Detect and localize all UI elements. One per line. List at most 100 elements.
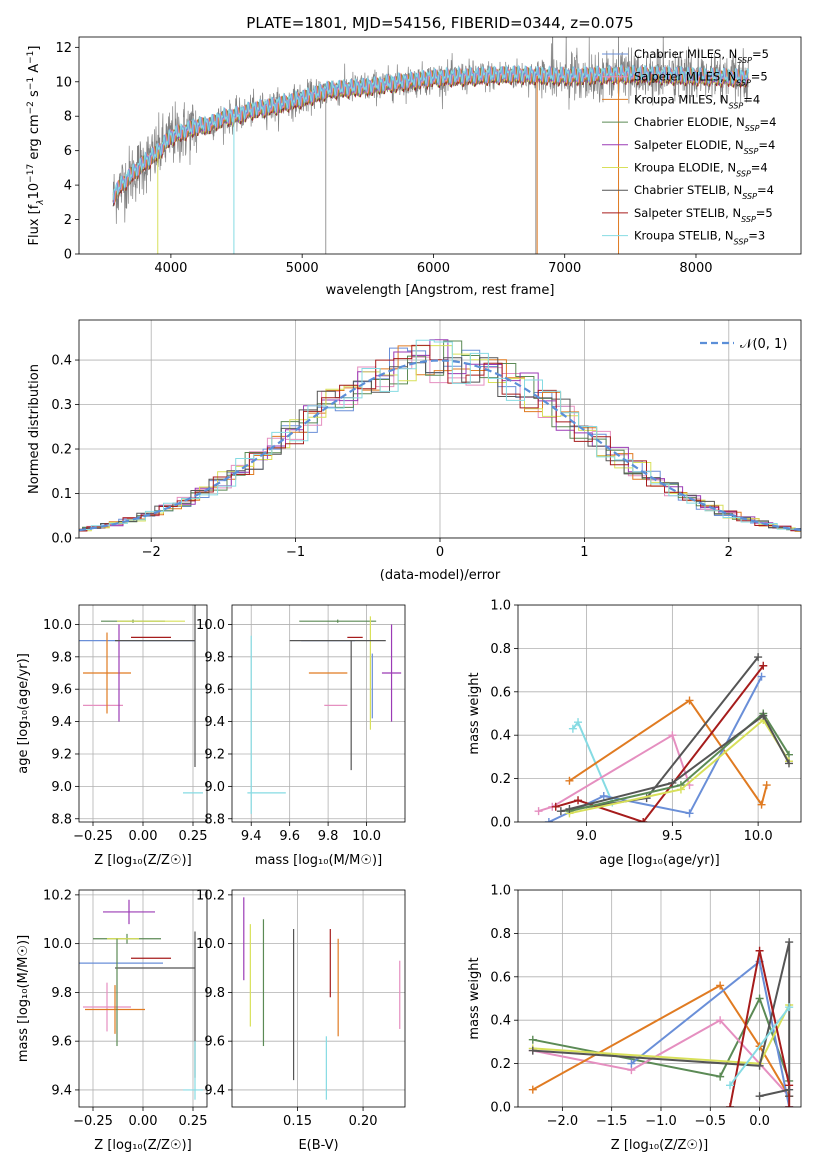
legend-label-suffix: =4 — [758, 138, 775, 152]
weight-marker — [676, 785, 685, 794]
y-axis-label-part: −2 — [26, 101, 36, 114]
y-tick-label: 9.6 — [51, 1035, 72, 1050]
y-axis-label-part: λ — [36, 199, 46, 205]
weight-marker — [528, 1046, 537, 1055]
weight-line — [759, 1088, 790, 1098]
y-tick-label: 0.1 — [51, 487, 72, 502]
legend-label-suffix: =4 — [751, 161, 768, 175]
y-tick-label: 9.8 — [204, 986, 225, 1001]
weight-marker — [556, 807, 565, 816]
legend-label: Salpeter ELODIE, NSSP=4 — [634, 138, 775, 156]
weight-marker — [755, 994, 764, 1003]
x-axis-label: Z [log₁₀(Z/Z☉)] — [611, 1138, 708, 1153]
y-tick-label: 0.2 — [490, 772, 511, 787]
y-tick-label: 0.8 — [490, 642, 511, 657]
weight-marker — [716, 1072, 725, 1081]
x-tick-label: 0.25 — [179, 829, 208, 844]
weight-marker — [755, 1061, 764, 1070]
y-axis-label-part: 10 — [27, 183, 42, 200]
legend-label: Chabrier ELODIE, NSSP=4 — [634, 115, 776, 133]
weight-marker — [668, 778, 677, 787]
y-tick-label: 9.8 — [204, 650, 225, 665]
weight-line — [729, 950, 791, 1107]
histogram-salpeter_stelib — [79, 344, 801, 532]
model-spectrum-kroupa_stelib — [112, 63, 749, 200]
weight-marker — [551, 802, 560, 811]
y-tick-label: 9.8 — [51, 650, 72, 665]
x-tick-label: −0.25 — [73, 1114, 113, 1129]
x-tick-label: −2 — [142, 545, 161, 560]
axes-frame — [78, 36, 802, 255]
normal-curve — [79, 359, 801, 532]
x-tick-label: −0.25 — [73, 829, 113, 844]
legend-label-suffix: =5 — [756, 206, 773, 220]
weight-marker — [785, 938, 794, 947]
x-tick-label: 9.4 — [241, 829, 262, 844]
plot-area — [79, 890, 207, 1107]
legend-label: Kroupa ELODIE, NSSP=4 — [634, 161, 768, 179]
weight-marker — [716, 981, 725, 990]
y-tick-label: 2 — [64, 213, 72, 228]
x-tick-label: −2.0 — [547, 1114, 579, 1129]
x-tick-label: 0.25 — [179, 1114, 208, 1129]
weight-marker — [759, 711, 768, 720]
x-tick-label: 9.5 — [662, 829, 683, 844]
plot-area — [518, 890, 801, 1107]
legend-label-text: Salpeter ELODIE, N — [634, 138, 744, 152]
axes-mass-vs-metallicity: −0.25 0.00 0.25 9.4 9.6 9.8 10.0 10.2 — [43, 888, 207, 1129]
legend-label-text: Kroupa ELODIE, N — [634, 161, 736, 175]
y-tick-label: 1.0 — [490, 884, 511, 899]
legend-label: Chabrier MILES, NSSP=5 — [634, 47, 769, 65]
weight-marker — [685, 696, 694, 705]
weight-line — [560, 656, 759, 813]
weight-marker — [755, 946, 764, 955]
legend-label-text: Salpeter MILES, N — [634, 70, 736, 84]
weight-line — [569, 714, 790, 810]
x-tick-label: 0.15 — [283, 1114, 312, 1129]
y-tick-label: 0.0 — [51, 532, 72, 547]
y-axis-label: mass weight — [467, 957, 482, 1039]
axes-frame — [78, 604, 208, 823]
legend-label-sub: SSP — [734, 237, 749, 246]
y-tick-label: 0.6 — [490, 970, 511, 985]
legend-label-sub: SSP — [737, 56, 752, 65]
histogram-chabrier_stelib — [79, 357, 801, 531]
x-tick-label: 9.8 — [318, 829, 339, 844]
plot-area — [232, 605, 405, 822]
legend-label-sub: SSP — [736, 169, 751, 178]
weight-marker — [534, 807, 543, 816]
figure-title: PLATE=1801, MJD=54156, FIBERID=0344, z=0… — [246, 14, 633, 32]
weight-marker — [528, 1035, 537, 1044]
x-tick-label: 1 — [580, 545, 588, 560]
y-axis-label-part: A — [27, 64, 42, 77]
x-axis-label: age [log₁₀(age/yr)] — [599, 853, 720, 868]
y-tick-label: 0.4 — [490, 1014, 511, 1029]
weight-line — [555, 665, 765, 822]
weight-marker — [639, 818, 648, 822]
legend-label-suffix: =5 — [752, 47, 769, 61]
x-axis-label: wavelength [Angstrom, rest frame] — [326, 283, 555, 298]
weight-marker — [528, 1085, 537, 1094]
y-axis-label: mass weight — [467, 672, 482, 754]
weight-marker — [785, 1085, 794, 1094]
legend-label-sub: SSP — [736, 78, 751, 87]
legend-label: Kroupa MILES, NSSP=4 — [634, 92, 760, 110]
axes-mass-vs-extinction: 0.15 0.20 9.4 9.6 9.8 10.0 10.2 — [196, 888, 406, 1129]
y-tick-label: 0.4 — [490, 729, 511, 744]
x-tick-label: −0.5 — [694, 1114, 726, 1129]
y-tick-label: 1.0 — [490, 599, 511, 614]
y-tick-label: 10.0 — [196, 618, 225, 633]
axes-frame — [231, 889, 406, 1108]
weight-marker — [716, 1016, 725, 1025]
weight-marker — [785, 1103, 794, 1107]
legend-label-suffix: =5 — [751, 70, 768, 84]
axes-mass-weight-vs-age: 9.0 9.5 10.0 0.0 0.2 0.4 0.6 0.8 1.0 — [490, 599, 802, 844]
weight-marker — [759, 661, 768, 670]
y-axis-label-part: −1 — [26, 77, 36, 90]
y-axis-label-part: Flux [f — [27, 204, 42, 245]
weight-marker — [568, 724, 577, 733]
y-tick-label: 10.2 — [196, 888, 225, 903]
y-tick-label: 9.2 — [204, 747, 225, 762]
legend-label-text: Salpeter STELIB, N — [634, 206, 741, 220]
axes-residuals: −2 −1 0 1 2 0.0 0.1 0.2 0.3 0.4 — [51, 319, 802, 560]
